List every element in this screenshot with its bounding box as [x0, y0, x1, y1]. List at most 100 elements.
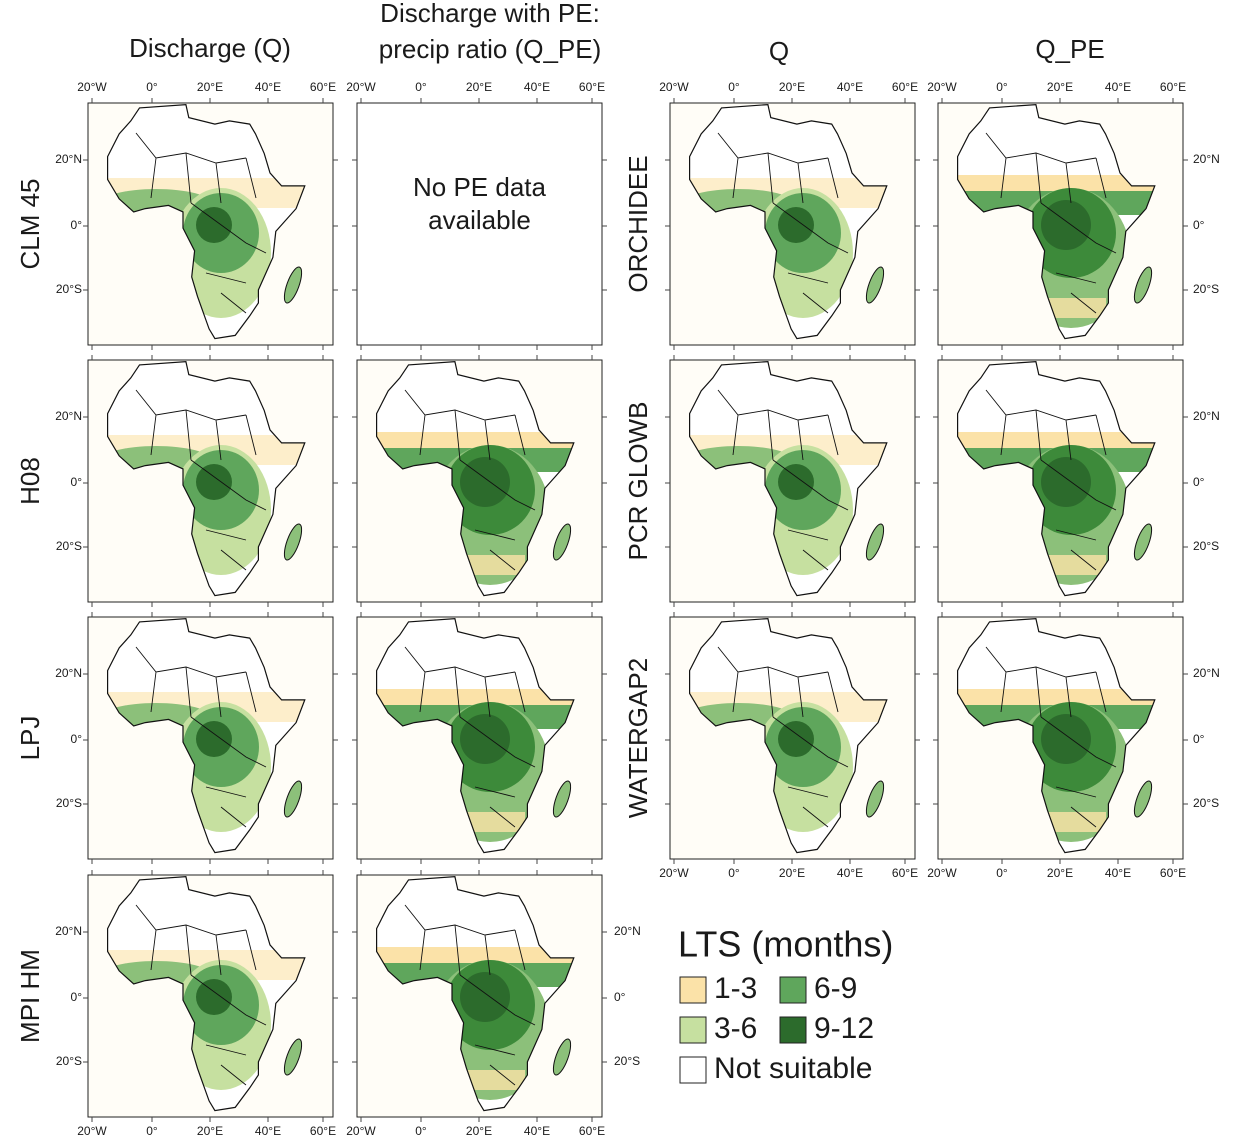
map-panel: [665, 355, 923, 607]
legend-label: 6-9: [814, 972, 857, 1005]
y-tick-label: 0°: [1193, 218, 1205, 232]
x-tick-label: 40°E: [255, 80, 281, 94]
x-tick-label: 60°E: [579, 1124, 605, 1138]
x-tick-label: 40°E: [1105, 80, 1131, 94]
row-label: CLM 45: [15, 178, 45, 269]
map-panel: [933, 98, 1191, 350]
x-tick-label: 20°W: [659, 80, 689, 94]
column-header: Q_PE: [1035, 34, 1104, 64]
x-tick-label: 20°E: [197, 80, 223, 94]
y-tick-label: 0°: [1193, 475, 1205, 489]
y-tick-label: 20°N: [55, 409, 82, 423]
x-tick-label: 20°W: [346, 1124, 376, 1138]
x-tick-label: 60°E: [1160, 80, 1186, 94]
legend-swatch: [679, 976, 707, 1004]
x-tick-label: 20°E: [779, 80, 805, 94]
column-header: Discharge with PE:: [380, 0, 600, 28]
map-panel: [83, 870, 341, 1122]
row-label: ORCHIDEE: [623, 155, 653, 292]
map-panel: [933, 355, 1191, 607]
map-panel: [933, 612, 1191, 864]
x-tick-label: 0°: [415, 80, 427, 94]
map-panel: [352, 355, 610, 607]
y-tick-label: 0°: [71, 732, 83, 746]
x-tick-label: 0°: [728, 866, 740, 880]
y-tick-label: 0°: [71, 990, 83, 1004]
x-tick-label: 40°E: [255, 1124, 281, 1138]
row-label: PCR GLOWB: [623, 402, 653, 561]
y-tick-label: 20°S: [56, 1054, 82, 1068]
x-tick-label: 20°W: [77, 80, 107, 94]
x-tick-label: 20°W: [659, 866, 689, 880]
x-tick-label: 20°E: [779, 866, 805, 880]
x-tick-label: 60°E: [892, 80, 918, 94]
x-tick-label: 20°W: [927, 80, 957, 94]
y-tick-label: 20°N: [55, 152, 82, 166]
row-label: MPI HM: [15, 949, 45, 1043]
x-tick-label: 0°: [146, 1124, 158, 1138]
y-tick-label: 20°S: [56, 539, 82, 553]
x-tick-label: 40°E: [837, 80, 863, 94]
y-tick-label: 20°S: [1193, 282, 1219, 296]
y-tick-label: 20°N: [1193, 666, 1220, 680]
x-tick-label: 40°E: [1105, 866, 1131, 880]
x-tick-label: 20°E: [1047, 80, 1073, 94]
y-tick-label: 0°: [71, 475, 83, 489]
x-tick-label: 20°E: [466, 80, 492, 94]
map-panel: [665, 612, 923, 864]
y-tick-label: 0°: [71, 218, 83, 232]
y-tick-label: 20°N: [55, 666, 82, 680]
x-tick-label: 20°W: [77, 1124, 107, 1138]
x-tick-label: 60°E: [1160, 866, 1186, 880]
x-tick-label: 40°E: [524, 1124, 550, 1138]
row-label: H08: [15, 457, 45, 505]
x-tick-label: 0°: [415, 1124, 427, 1138]
column-header: Q: [769, 36, 789, 66]
map-panel: [83, 355, 341, 607]
y-tick-label: 20°N: [55, 924, 82, 938]
y-tick-label: 20°S: [56, 282, 82, 296]
legend-swatch: [679, 1056, 707, 1084]
map-panel: [665, 98, 923, 350]
y-tick-label: 20°N: [1193, 409, 1220, 423]
x-tick-label: 20°W: [927, 866, 957, 880]
column-header: Discharge (Q): [129, 33, 291, 63]
map-panel: [83, 612, 341, 864]
x-tick-label: 40°E: [524, 80, 550, 94]
y-tick-label: 0°: [1193, 732, 1205, 746]
y-tick-label: 0°: [614, 990, 626, 1004]
x-tick-label: 60°E: [579, 80, 605, 94]
x-tick-label: 60°E: [892, 866, 918, 880]
no-data-note: available: [428, 205, 531, 235]
x-tick-label: 60°E: [310, 1124, 336, 1138]
legend-label: 9-12: [814, 1012, 874, 1045]
legend-label: 1-3: [714, 972, 757, 1005]
row-label: WATERGAP2: [623, 658, 653, 818]
map-panel: [83, 98, 341, 350]
column-header: precip ratio (Q_PE): [379, 34, 602, 64]
x-tick-label: 0°: [146, 80, 158, 94]
row-label: LPJ: [15, 716, 45, 761]
y-tick-label: 20°S: [614, 1054, 640, 1068]
map-panel: [352, 612, 610, 864]
legend-title: LTS (months): [678, 924, 893, 965]
legend-label: Not suitable: [714, 1052, 872, 1085]
y-tick-label: 20°S: [56, 796, 82, 810]
legend-swatch: [779, 1016, 807, 1044]
y-tick-label: 20°S: [1193, 539, 1219, 553]
x-tick-label: 0°: [728, 80, 740, 94]
legend-label: 3-6: [714, 1012, 757, 1045]
y-tick-label: 20°S: [1193, 796, 1219, 810]
legend-swatch: [779, 976, 807, 1004]
x-tick-label: 60°E: [310, 80, 336, 94]
x-tick-label: 20°E: [1047, 866, 1073, 880]
y-tick-label: 20°N: [1193, 152, 1220, 166]
y-tick-label: 20°N: [614, 924, 641, 938]
no-data-note: No PE data: [413, 172, 547, 202]
x-tick-label: 20°E: [466, 1124, 492, 1138]
x-tick-label: 40°E: [837, 866, 863, 880]
x-tick-label: 20°W: [346, 80, 376, 94]
map-panel: [352, 870, 610, 1122]
